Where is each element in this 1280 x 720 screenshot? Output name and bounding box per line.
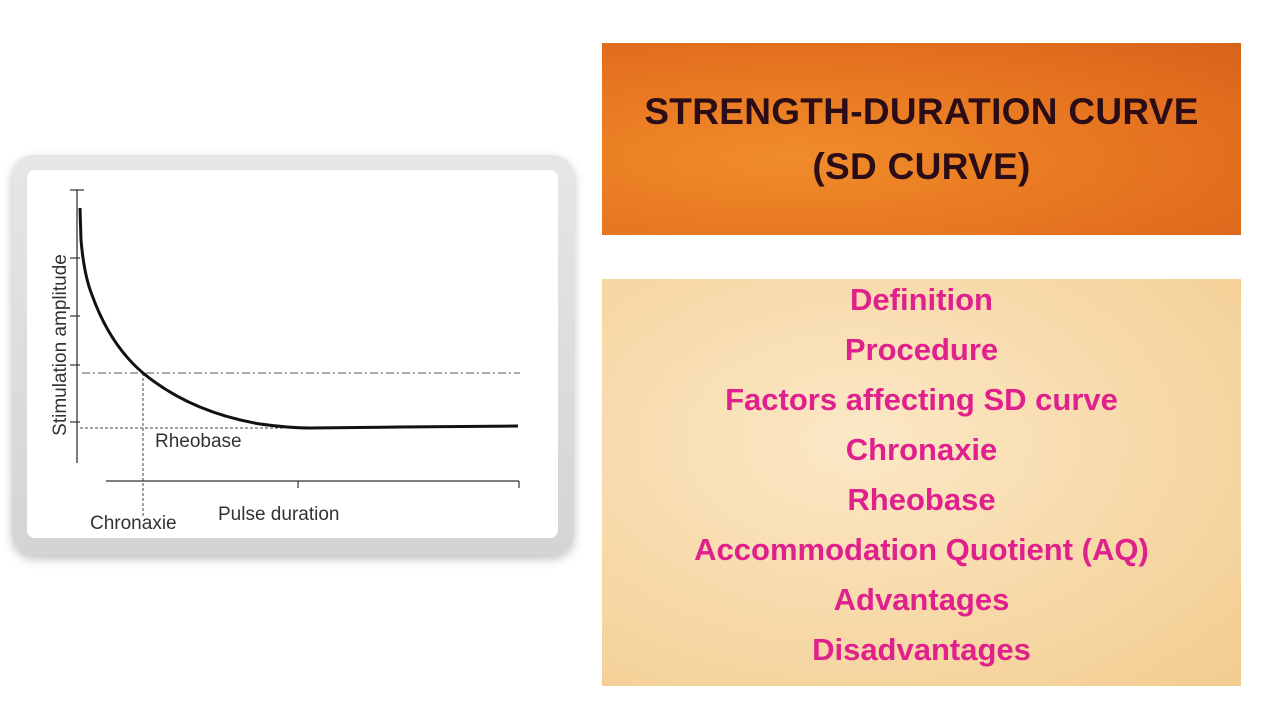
rheobase-label: Rheobase: [155, 431, 242, 452]
chronaxie-label: Chronaxie: [90, 513, 177, 534]
title-line-1: STRENGTH-DURATION CURVE: [644, 91, 1199, 132]
y-axis-ticks: [70, 189, 84, 423]
strength-duration-curve: [78, 207, 519, 430]
y-axis-label: Stimulation amplitude: [50, 254, 71, 436]
topic-item: Rheobase: [847, 482, 996, 517]
topic-item: Procedure: [844, 332, 999, 367]
x-axis-label: Pulse duration: [218, 504, 339, 525]
graph-frame: [12, 155, 574, 555]
sd-curve-graph: Stimulation amplitude Rheobase Pulse dur…: [50, 189, 520, 534]
title-banner: STRENGTH-DURATION CURVE (SD CURVE): [602, 43, 1241, 235]
x-axis-ticks: [297, 481, 520, 488]
topic-item: Accommodation Quotient (AQ): [694, 532, 1149, 567]
topic-item: Definition: [850, 282, 993, 317]
title-line-2: (SD CURVE): [812, 146, 1031, 187]
topic-item: Disadvantages: [812, 632, 1031, 667]
topic-item: Chronaxie: [845, 432, 998, 467]
topic-item: Advantages: [833, 582, 1010, 617]
topics-panel: Definition Procedure Factors affecting S…: [602, 279, 1241, 686]
graph-panel: [27, 170, 558, 538]
topic-item: Factors affecting SD curve: [725, 382, 1118, 417]
